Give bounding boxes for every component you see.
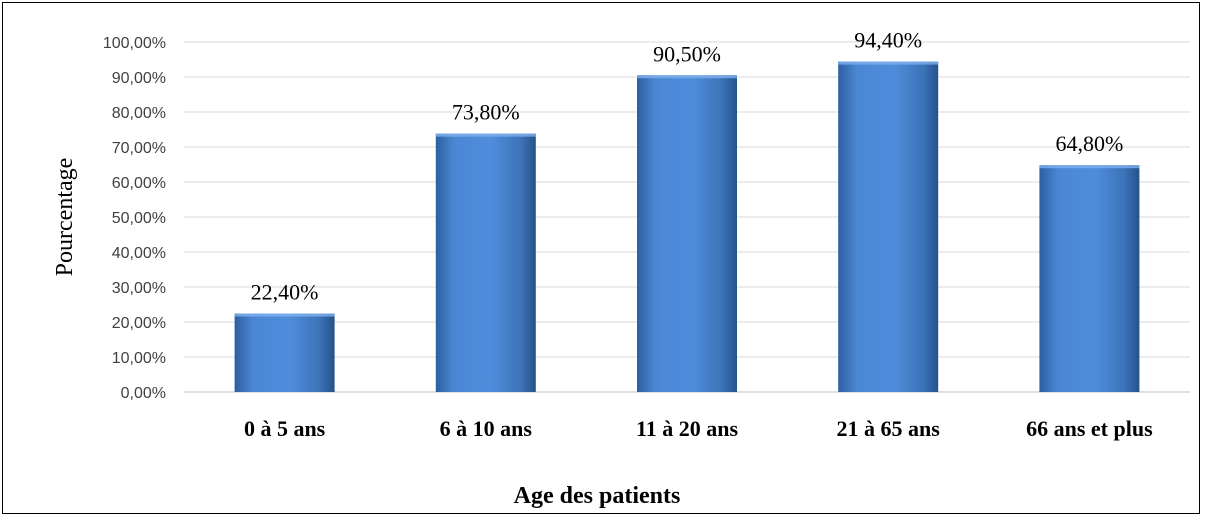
x-tick-label: 11 à 20 ans: [636, 416, 739, 441]
y-axis-title: Pourcentage: [52, 158, 78, 277]
y-tick-label: 30,00%: [112, 280, 166, 297]
x-tick-label: 0 à 5 ans: [244, 416, 326, 441]
bar-highlight: [838, 61, 939, 65]
x-tick-label: 21 à 65 ans: [837, 416, 941, 441]
x-tick-label: 66 ans et plus: [1026, 416, 1153, 441]
y-tick-label: 90,00%: [112, 70, 166, 87]
x-tick-label: 6 à 10 ans: [440, 416, 533, 441]
y-tick-label: 70,00%: [112, 140, 166, 157]
bars: [234, 61, 1140, 392]
y-tick-label: 40,00%: [112, 245, 166, 262]
y-tick-label: 10,00%: [112, 350, 166, 367]
y-tick-label: 0,00%: [121, 385, 166, 402]
bar-highlight: [234, 313, 335, 317]
x-axis-title: Age des patients: [514, 483, 681, 509]
bar: [1039, 165, 1140, 392]
data-label: 64,80%: [1055, 131, 1123, 156]
y-tick-label: 100,00%: [103, 35, 166, 52]
bar: [838, 61, 939, 392]
y-axis-ticks: 0,00% 10,00% 20,00% 30,00% 40,00% 50,00% 60,00…: [103, 35, 166, 402]
bar: [435, 133, 536, 392]
y-tick-label: 60,00%: [112, 175, 166, 192]
data-labels: 22,40% 73,80% 90,50% 94,40% 64,80%: [251, 28, 1124, 305]
y-tick-label: 80,00%: [112, 105, 166, 122]
x-axis-ticks: 0 à 5 ans 6 à 10 ans 11 à 20 ans 21 à 65 an…: [244, 416, 1153, 441]
bar-highlight: [435, 133, 536, 137]
data-label: 94,40%: [854, 28, 922, 53]
y-tick-label: 50,00%: [112, 210, 166, 227]
bar-highlight: [1039, 165, 1140, 169]
data-label: 73,80%: [452, 100, 520, 125]
data-label: 22,40%: [251, 280, 319, 305]
bar: [637, 75, 737, 392]
y-tick-label: 20,00%: [112, 315, 166, 332]
bar: [234, 313, 335, 392]
data-label: 90,50%: [653, 41, 721, 66]
bar-highlight: [637, 75, 737, 79]
